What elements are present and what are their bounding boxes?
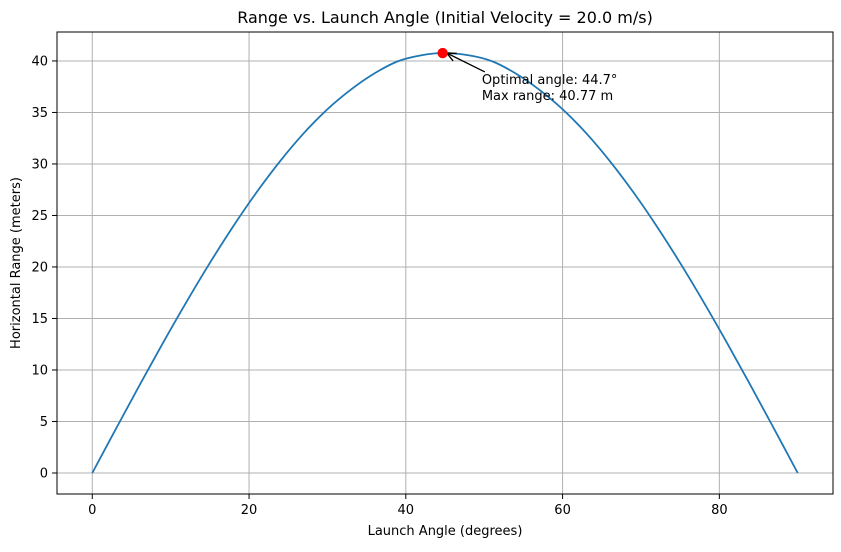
- optimum-point: [437, 47, 448, 59]
- series: [91, 52, 799, 474]
- y-tick-label: 20: [31, 260, 48, 275]
- x-tick-label: 80: [711, 503, 728, 518]
- x-axis-label: Launch Angle (degrees): [368, 524, 523, 539]
- y-tick-label: 25: [31, 209, 48, 224]
- chart-title: Range vs. Launch Angle (Initial Velocity…: [237, 8, 653, 27]
- y-tick-label: 10: [31, 363, 48, 378]
- max-range-label: Max range: 40.77 m: [482, 89, 613, 104]
- x-tick-label: 0: [88, 503, 96, 518]
- annotation-arrow: [447, 53, 486, 73]
- y-tick-label: 35: [31, 106, 48, 121]
- annotation: Optimal angle: 44.7°Max range: 40.77 m: [437, 47, 618, 104]
- y-tick-label: 15: [31, 312, 48, 327]
- range-curve: [91, 52, 799, 474]
- x-tick-label: 40: [398, 503, 415, 518]
- y-tick-label: 5: [40, 415, 48, 430]
- grid: [57, 32, 833, 494]
- y-tick-label: 0: [40, 466, 48, 481]
- y-tick-label: 40: [31, 54, 48, 69]
- x-tick-label: 60: [554, 503, 571, 518]
- optimal-angle-label: Optimal angle: 44.7°: [482, 73, 618, 88]
- plot-frame: [56, 31, 834, 495]
- y-tick-label: 30: [31, 157, 48, 172]
- x-tick-label: 20: [241, 503, 258, 518]
- ticks: 0 20 40 60 80 0 5 10 15 20 25 30 35 40: [31, 54, 727, 518]
- y-axis-label: Horizontal Range (meters): [9, 177, 24, 349]
